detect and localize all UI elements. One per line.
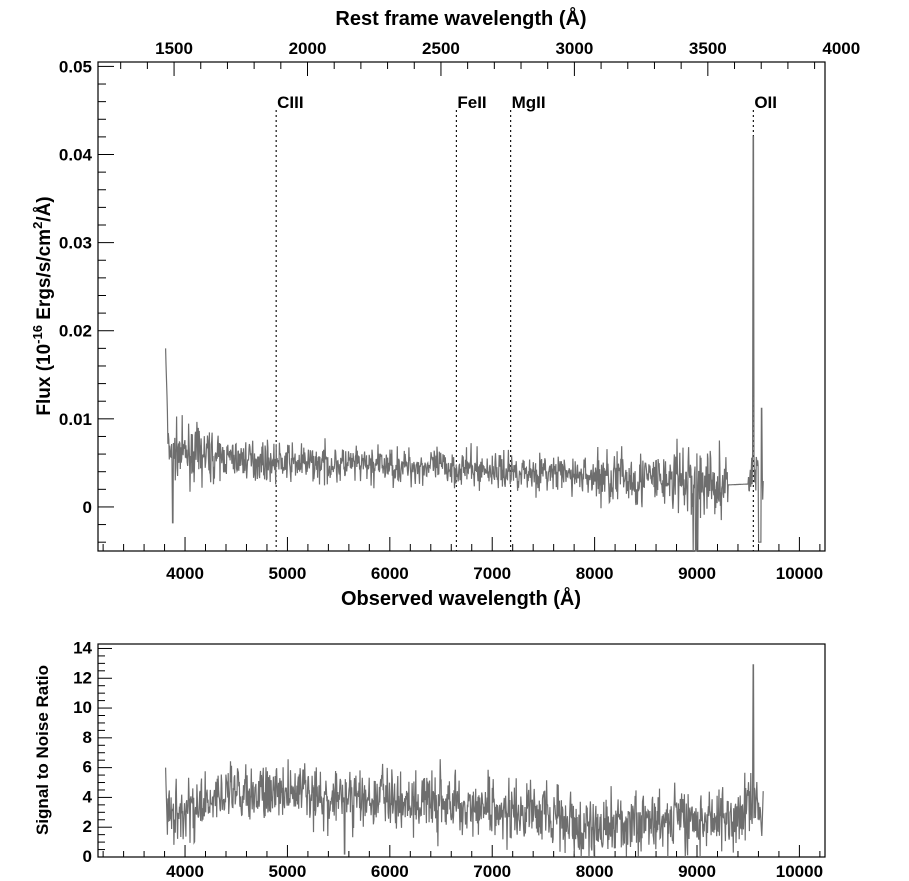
flux-title-exp2: 2 (30, 222, 45, 229)
rest-tick-label: 3000 (555, 39, 593, 58)
flux-title-exp1: -16 (30, 325, 45, 344)
x-tick-label: 8000 (576, 564, 614, 583)
rest-tick-label: 4000 (822, 39, 860, 58)
snr-y-tick-label: 12 (73, 668, 92, 687)
snr-y-tick-label: 8 (83, 728, 92, 747)
flux-title-part1: Flux (10 (34, 344, 55, 416)
y-tick-label: 0.01 (59, 410, 92, 429)
snr-y-tick-label: 2 (83, 817, 92, 836)
snr-y-tick-label: 10 (73, 698, 92, 717)
rest-frame-axis-title: Rest frame wavelength (Å) (335, 6, 586, 30)
snr-y-tick-label: 0 (83, 847, 92, 866)
y-tick-label: 0.02 (59, 322, 92, 341)
snr-y-ticks: 0 2 4 6 8 10 12 14 (73, 638, 112, 866)
x-tick-label: 4000 (166, 564, 204, 583)
x-tick-label: 5000 (269, 564, 307, 583)
observed-axis-title: Observed wavelength (Å) (341, 586, 581, 610)
y-tick-label: 0.03 (59, 234, 92, 253)
x-tick-label: 6000 (371, 564, 409, 583)
spectrum-y-ticks: 0 0.01 0.02 0.03 0.04 0.05 (59, 57, 114, 543)
rest-tick-label: 2500 (422, 39, 460, 58)
snr-axis-title: Signal to Noise Ratio (33, 665, 52, 835)
emission-line-label: OII (754, 93, 777, 112)
flux-spectrum-line (165, 136, 764, 552)
emission-line-label: MgII (512, 93, 546, 112)
snr-x-tick-label: 9000 (678, 862, 716, 881)
snr-x-tick-label: 5000 (269, 862, 307, 881)
spectrum-panel: 4000 5000 6000 7000 8000 9000 10000 00.010.020… (30, 6, 860, 610)
emission-line-label: FeII (457, 93, 486, 112)
rest-frame-ticks: 1500 2000 2500 3000 3500 4000 (120, 39, 860, 76)
emission-line-label: CIII (277, 93, 303, 112)
x-tick-label: 7000 (473, 564, 511, 583)
snr-y-tick-label: 4 (83, 787, 93, 806)
snr-plot-frame (97, 643, 826, 858)
rest-tick-label: 1500 (155, 39, 193, 58)
snr-x-tick-label: 8000 (576, 862, 614, 881)
snr-y-tick-label: 6 (83, 758, 92, 777)
snr-x-tick-label: 4000 (166, 862, 204, 881)
flux-title-part2: Ergs/s/cm (34, 229, 55, 325)
y-tick-label: 0 (83, 498, 92, 517)
spectrum-x-ticks: 4000 5000 6000 7000 8000 9000 10000 (102, 537, 823, 583)
snr-x-tick-label: 10000 (776, 862, 823, 881)
snr-line (165, 664, 764, 858)
snr-panel: 4000 5000 6000 7000 8000 9000 10000 0 2 4 6 8 10 12 1… (33, 638, 826, 881)
flux-axis-title: Flux (10-16 Ergs/s/cm2/Å) (30, 196, 55, 415)
snr-x-tick-label: 7000 (473, 862, 511, 881)
spectrum-plot-frame (97, 61, 826, 552)
snr-x-tick-label: 6000 (371, 862, 409, 881)
flux-title-part3: /Å) (34, 196, 55, 221)
y-tick-label: 0.04 (59, 146, 93, 165)
snr-x-ticks: 4000 5000 6000 7000 8000 9000 10000 (102, 845, 823, 881)
x-tick-label: 9000 (678, 564, 716, 583)
rest-tick-label: 3500 (689, 39, 727, 58)
y-tick-label: 0.05 (59, 57, 92, 76)
snr-y-tick-label: 14 (73, 638, 92, 657)
rest-tick-label: 2000 (289, 39, 327, 58)
x-tick-label: 10000 (776, 564, 823, 583)
